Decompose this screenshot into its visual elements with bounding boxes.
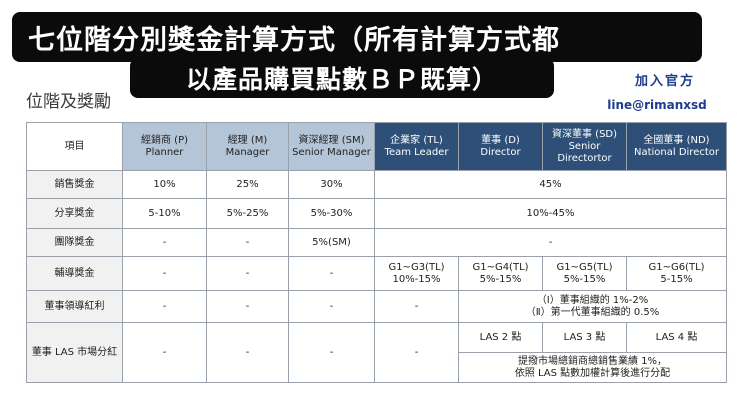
column-header-manager: 經理 (M) Manager (206, 122, 289, 171)
column-header-senior-manager: 資深經理 (SM) Senior Manager (288, 122, 375, 171)
title-banner-line1: 七位階分別獎金計算方式（所有計算方式都 (12, 12, 702, 62)
column-header-director: 董事 (D) Director (458, 122, 543, 171)
table-cell: 提撥市場總銷商總銷售業績 1%， 依照 LAS 點數加權計算後進行分配 (458, 352, 727, 383)
table-cell: 5%(SM) (288, 228, 375, 257)
title-line2: 以產品購買點數ＢＰ既算） (185, 65, 498, 94)
table-cell: - (206, 290, 289, 323)
table-cell: - (374, 322, 459, 383)
table-cell: 5%-25% (206, 198, 289, 229)
row-label: 輔導獎金 (26, 256, 123, 291)
table-cell: - (206, 256, 289, 291)
table-cell: 5%-30% (288, 198, 375, 229)
row-label: 董事領導紅利 (26, 290, 123, 323)
column-header-senior-director: 資深董事 (SD) Senior Directortor (542, 122, 627, 171)
table-cell: - (374, 290, 459, 323)
table-cell: - (206, 322, 289, 383)
title-line1: 七位階分別獎金計算方式（所有計算方式都 (28, 24, 560, 56)
table-cell: - (122, 256, 207, 291)
table-cell: LAS 3 點 (542, 322, 627, 353)
table-cell: 10% (122, 170, 207, 199)
table-row-share-bonus: 分享獎金 5-10% 5%-25% 5%-30% 10%-45% (26, 198, 727, 229)
table-cell: LAS 2 點 (458, 322, 543, 353)
column-header-national-director: 全國董事 (ND) National Director (626, 122, 727, 171)
table-cell: G1~G4(TL) 5%-15% (458, 256, 543, 291)
table-cell: 30% (288, 170, 375, 199)
table-cell: - (288, 290, 375, 323)
table-row-coaching-bonus: 輔導獎金 - - - G1~G3(TL) 10%-15% G1~G4(TL) 5%-… (26, 256, 727, 291)
table-cell: LAS 4 點 (626, 322, 727, 353)
table-cell: G1~G6(TL) 5-15% (626, 256, 727, 291)
column-header-item: 項目 (26, 122, 123, 171)
row-label: 銷售獎金 (26, 170, 123, 199)
table-row-director-leadership-bonus: 董事領導紅利 - - - - （Ⅰ）董事組織的 1%-2% （Ⅱ）第一代董事組織的… (26, 290, 727, 323)
table-header-row: 項目 經銷商 (P) Planner 經理 (M) Manager 資深經理 (SM… (26, 122, 727, 171)
table-cell: - (206, 228, 289, 257)
table-cell: G1~G5(TL) 5%-15% (542, 256, 627, 291)
table-row-sales-bonus: 銷售獎金 10% 25% 30% 45% (26, 170, 727, 199)
table-row-las-dividend: 董事 LAS 市場分紅 - - - - LAS 2 點 LAS 3 點 LAS … (26, 322, 727, 383)
table-cell: 5-10% (122, 198, 207, 229)
column-header-team-leader: 企業家 (TL) Team Leader (374, 122, 459, 171)
rank-bonus-table: 項目 經銷商 (P) Planner 經理 (M) Manager 資深經理 (SM… (26, 122, 727, 383)
join-official-link[interactable]: 加入官方 (634, 74, 695, 89)
table-cell: 10%-45% (374, 198, 727, 229)
table-cell: - (122, 228, 207, 257)
title-banner-line2: 以產品購買點數ＢＰ既算） (130, 58, 554, 98)
line-id-link[interactable]: line@rimanxsd (607, 98, 707, 112)
section-title: 位階及獎勵 (26, 92, 111, 112)
table-cell: G1~G3(TL) 10%-15% (374, 256, 459, 291)
table-cell: - (122, 322, 207, 383)
table-cell: （Ⅰ）董事組織的 1%-2% （Ⅱ）第一代董事組織的 0.5% (458, 290, 727, 323)
column-header-planner: 經銷商 (P) Planner (122, 122, 207, 171)
row-label: 團隊獎金 (26, 228, 123, 257)
table-cell: 25% (206, 170, 289, 199)
table-cell: - (288, 256, 375, 291)
table-cell: - (374, 228, 727, 257)
row-label: 分享獎金 (26, 198, 123, 229)
table-cell: 45% (374, 170, 727, 199)
table-cell: - (288, 322, 375, 383)
table-cell: - (122, 290, 207, 323)
table-row-las-dividend-note: 提撥市場總銷商總銷售業績 1%， 依照 LAS 點數加權計算後進行分配 (27, 352, 727, 383)
row-label: 董事 LAS 市場分紅 (26, 322, 123, 383)
table-row-team-bonus: 團隊獎金 - - 5%(SM) - (26, 228, 727, 257)
